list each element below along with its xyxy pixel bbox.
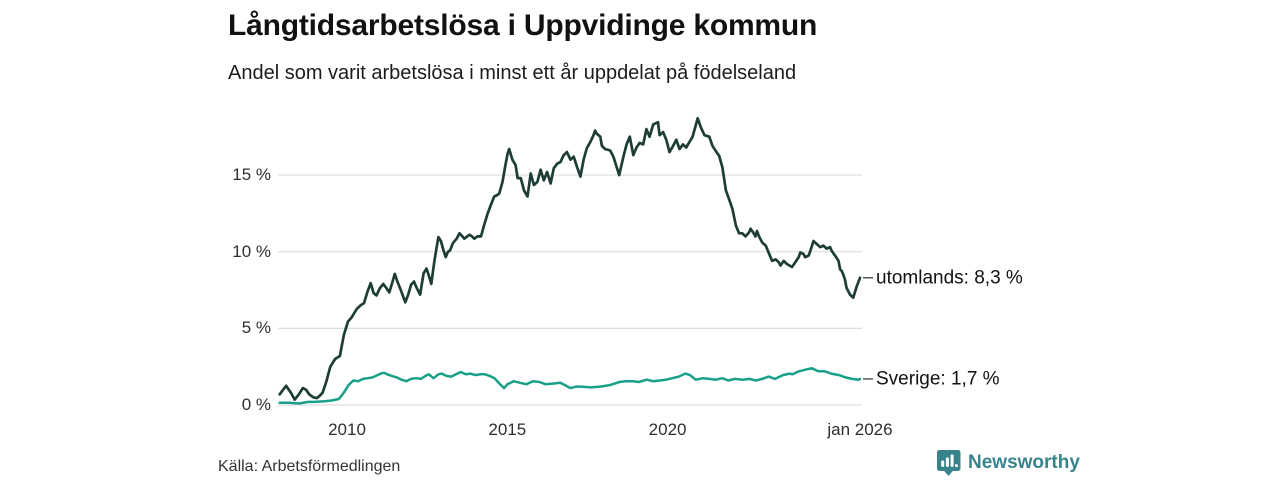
series-line-utomlands (278, 116, 862, 401)
source-note: Källa: Arbetsförmedlingen (218, 458, 401, 475)
newsworthy-logo-icon (937, 450, 961, 476)
y-axis-label-0: 0 % (241, 395, 271, 414)
newsworthy-logo-text: Newsworthy (968, 452, 1080, 473)
x-axis-label-2020: 2020 (648, 420, 687, 439)
y-axis-label-10: 10 % (232, 241, 271, 261)
y-axis-label-5: 5 % (241, 318, 271, 338)
page-subtitle: Andel som varit arbetslösa i minst ett å… (228, 62, 797, 84)
x-axis-label-jan2026: jan 2026 (827, 420, 893, 439)
series-line-sverige (278, 366, 862, 405)
newsworthy-logo: Newsworthy (936, 449, 1080, 477)
x-axis-label-2015: 2015 (488, 420, 527, 439)
series-end-label-sverige: Sverige: 1,7 % (876, 368, 1000, 390)
y-axis-label-15: 15 % (232, 165, 271, 185)
x-axis-label-2010: 2010 (328, 420, 366, 439)
series-end-label-utomlands: utomlands: 8,3 % (876, 267, 1023, 289)
page-title: Långtidsarbetslösa i Uppvidinge kommun (228, 9, 818, 42)
